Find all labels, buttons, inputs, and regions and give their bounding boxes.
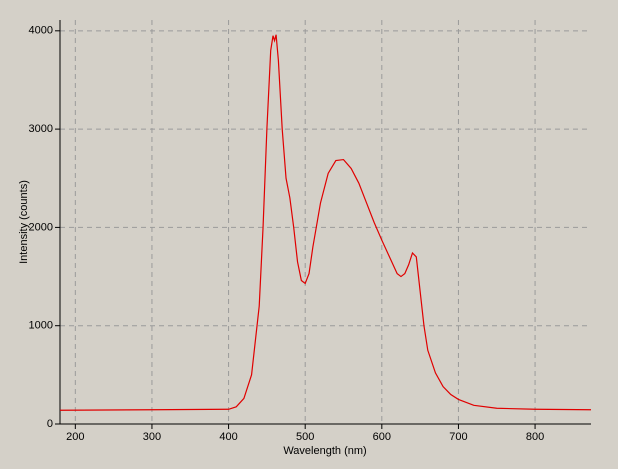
x-tick-label: 700	[449, 431, 467, 443]
y-axis-label: Intensity (counts)	[18, 180, 30, 264]
y-tick-label: 2000	[29, 221, 53, 233]
y-tick-label: 1000	[29, 320, 53, 332]
x-tick-label: 500	[296, 431, 314, 443]
y-tick-label: 3000	[29, 123, 53, 135]
x-tick-label: 200	[66, 431, 84, 443]
y-tick-label: 4000	[29, 25, 53, 37]
x-axis-label: Wavelength (nm)	[283, 445, 366, 457]
x-tick-label: 600	[373, 431, 391, 443]
spectrum-line	[59, 34, 592, 411]
y-tick-label: 0	[47, 418, 53, 430]
x-tick-label: 800	[526, 431, 544, 443]
x-tick-label: 400	[219, 431, 237, 443]
x-tick-label: 300	[143, 431, 161, 443]
